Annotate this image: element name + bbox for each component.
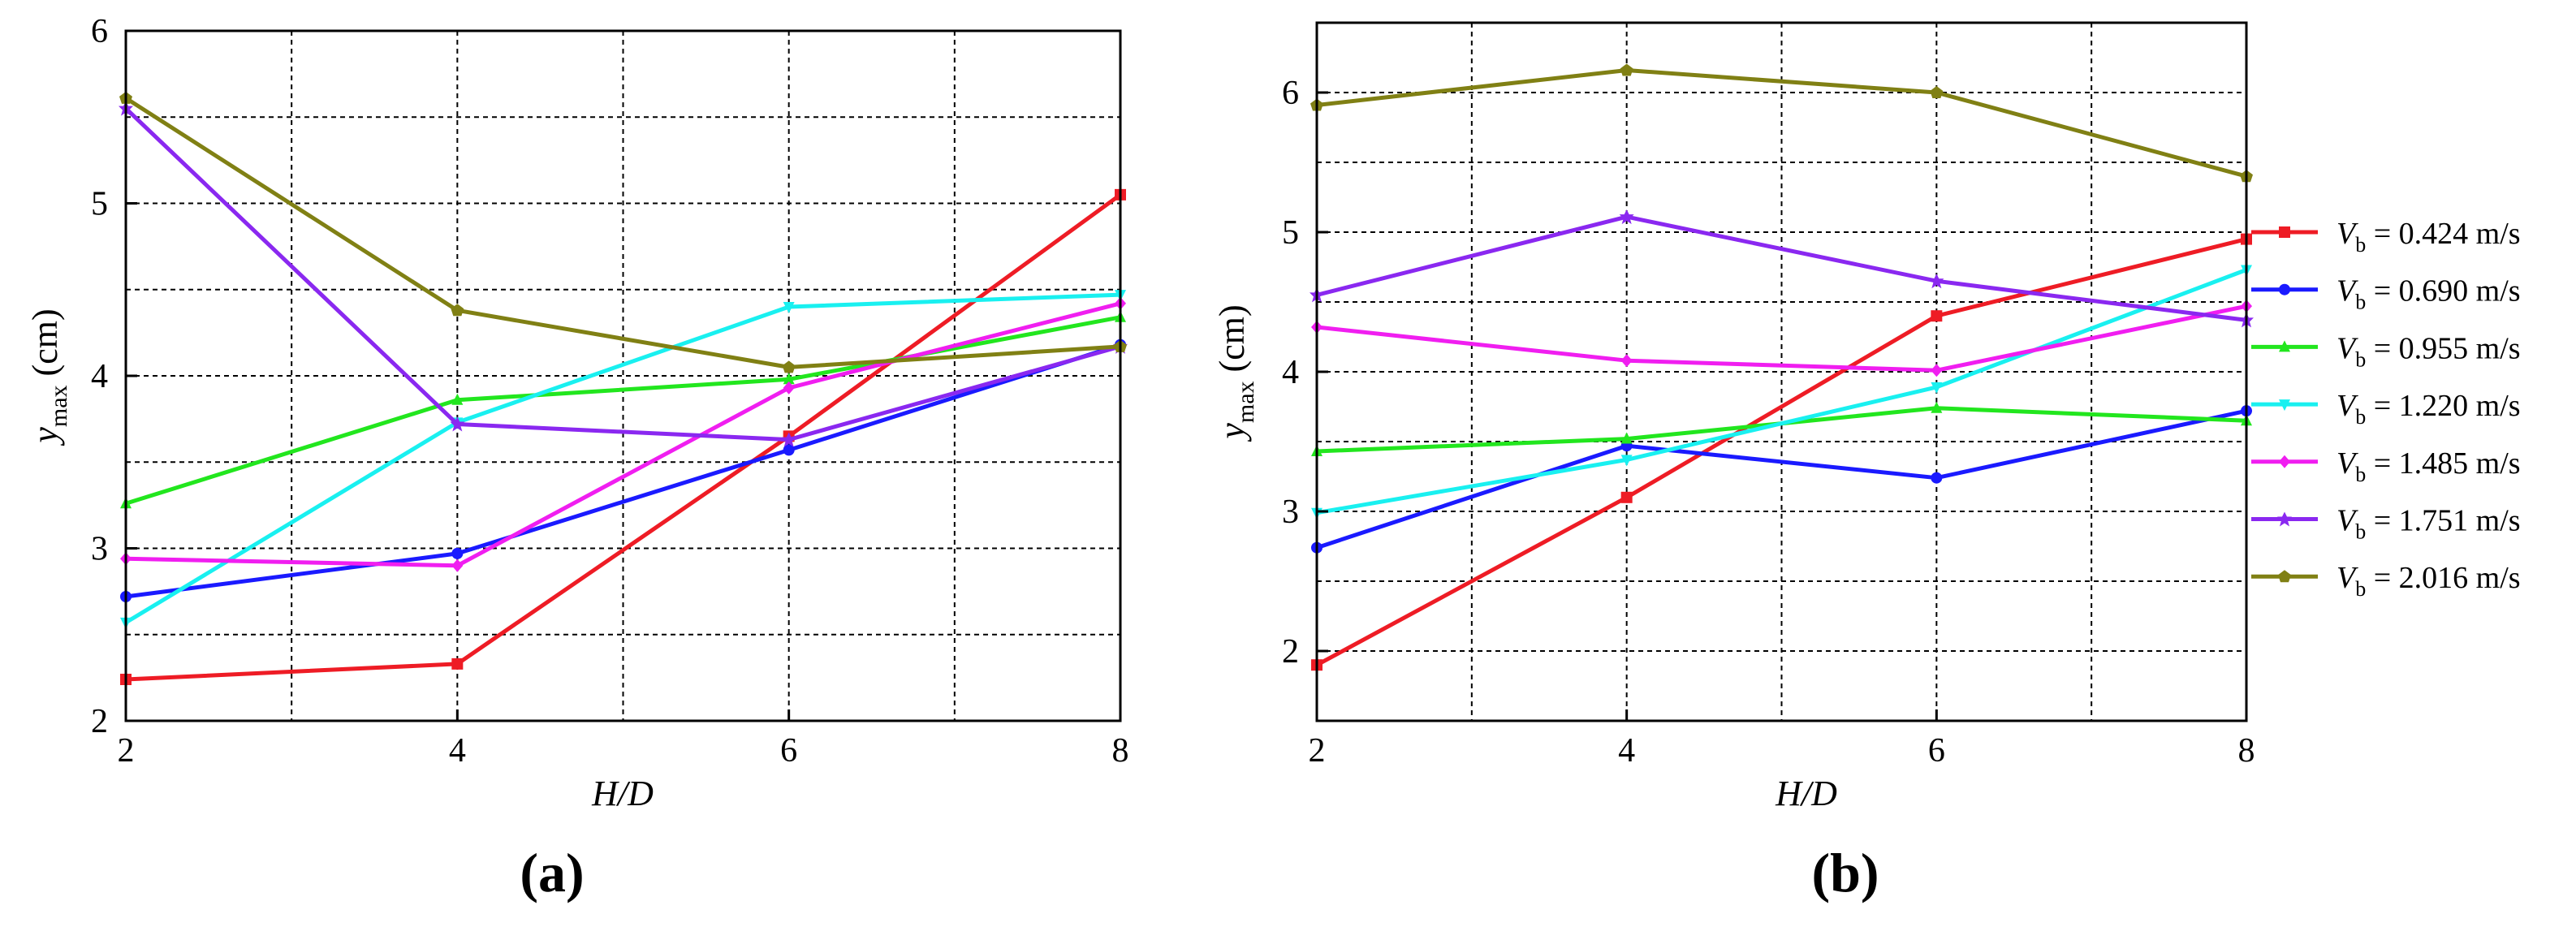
panel-b-series-1-point [1931, 310, 1943, 322]
panel-a-series-5-point [783, 381, 795, 395]
panel-b-xtick-label: 2 [1309, 732, 1326, 770]
panel-a: 2 4 6 8 2 3 4 5 6 H/D ymax (cm) (a) [25, 13, 1129, 903]
panel-b-series [1310, 63, 2254, 671]
panel-b-series-7-point [1620, 63, 1633, 76]
panel-a-ytick-label: 2 [91, 703, 108, 740]
panel-a-series [119, 91, 1128, 685]
panel-a-ticks: 2 4 6 8 2 3 4 5 6 [91, 13, 1129, 770]
panel-b-ytick-label: 5 [1282, 214, 1299, 252]
panel-a-ytick-label: 4 [91, 358, 108, 395]
panel-a-series-6-point [781, 432, 796, 447]
legend-marker-1 [2279, 226, 2290, 238]
panel-a-series-1-point [451, 658, 464, 670]
panel-b-series-line-7 [1316, 68, 2247, 179]
panel-a-xlabel: H/D [591, 774, 654, 813]
panel-b-series-2-point [1931, 472, 1943, 484]
panel-b-xlabel: H/D [1775, 774, 1837, 813]
legend-label-5: Vb = 1.485 m/s [2337, 446, 2521, 486]
panel-b-legend: Vb = 0.424 m/s Vb = 0.690 m/s Vb = 0.955 m… [2251, 217, 2521, 601]
panel-b-series-5-point [1620, 354, 1633, 368]
panel-a-series-line-3 [125, 315, 1121, 506]
panel-a-series-5-point [451, 558, 464, 572]
panel-b-series-4-point [1931, 382, 1943, 394]
panel-a-series-3-point [783, 373, 795, 385]
panel-a-series-7-point [782, 360, 796, 373]
panel-b-series-6-point [1619, 209, 1634, 225]
panel-a-ytick-label: 3 [91, 531, 108, 568]
panel-b-ytick-label: 3 [1282, 494, 1299, 531]
panel-a-series-6-point [450, 416, 465, 432]
legend-marker-7 [2278, 570, 2291, 583]
panel-b-xtick-label: 8 [2238, 732, 2255, 770]
panel-b-series-1-point [1620, 491, 1633, 503]
legend-marker-4 [2279, 399, 2290, 412]
panel-a-series-line-7 [124, 96, 1121, 369]
panel-a-xtick-label: 6 [780, 732, 797, 770]
panel-b-ytick-label: 2 [1282, 633, 1299, 670]
panel-a-xtick-label: 2 [118, 732, 135, 770]
panel-a-ytick-label: 6 [91, 13, 108, 50]
legend-label-6: Vb = 1.751 m/s [2337, 504, 2521, 544]
legend-label-2: Vb = 0.690 m/s [2337, 274, 2521, 314]
panel-a-xtick-label: 8 [1112, 732, 1129, 770]
panel-a-series-line-1 [125, 192, 1122, 682]
panel-b-ticks: 2 4 6 8 2 3 4 5 6 [1282, 75, 2255, 770]
panel-a-series-line-5 [125, 301, 1121, 568]
panel-a-series-line-2 [125, 343, 1121, 599]
panel-b-series-line-5 [1316, 304, 2247, 373]
legend-marker-6 [2277, 511, 2292, 527]
panel-b-series-line-6 [1316, 214, 2247, 322]
panel-a-series-line-6 [124, 106, 1121, 442]
panel-b-series-line-4 [1316, 268, 2247, 515]
panel-a-grid [126, 31, 1120, 721]
panel-a-plot-frame [124, 29, 1122, 722]
panel-b-ylabel: ymax (cm) [1212, 304, 1259, 442]
panel-b-series-3-point [1931, 401, 1943, 413]
panel-b: 2 4 6 8 2 3 4 5 6 H/D ymax (cm) (b) Vb = 0.424 m… [1212, 21, 2521, 903]
panel-b-series-6-point [1929, 274, 1944, 289]
panel-b-series-4-point [1620, 455, 1633, 467]
panel-b-series-line-1 [1315, 237, 2247, 667]
panel-b-series-line-2 [1316, 408, 2247, 550]
panel-b-label: (b) [1811, 842, 1879, 903]
panel-b-grid [1317, 23, 2246, 721]
panel-a-ylabel: ymax (cm) [25, 308, 72, 446]
panel-b-xtick-label: 6 [1928, 732, 1945, 770]
legend-marker-2 [2279, 283, 2290, 295]
panel-b-series-5-point [1931, 364, 1943, 377]
panel-a-series-3-point [451, 393, 464, 405]
panel-a-series-2-point [451, 547, 464, 559]
panel-a-series-2-point [783, 444, 795, 456]
panel-a-series-line-4 [124, 292, 1121, 625]
legend-marker-3 [2279, 340, 2290, 352]
legend-label-1: Vb = 0.424 m/s [2337, 217, 2521, 257]
legend-label-3: Vb = 0.955 m/s [2337, 331, 2521, 371]
legend-label-7: Vb = 2.016 m/s [2337, 561, 2521, 601]
panel-b-ytick-label: 4 [1282, 354, 1299, 391]
panel-b-xtick-label: 4 [1618, 732, 1635, 770]
panel-a-series-4-point [783, 302, 795, 313]
panel-b-series-7-point [1930, 86, 1944, 98]
panel-a-ytick-label: 5 [91, 186, 108, 223]
panel-a-label: (a) [520, 842, 584, 903]
panel-b-series-3-point [1620, 432, 1633, 444]
legend-marker-5 [2279, 455, 2290, 468]
panel-a-xtick-label: 4 [449, 732, 466, 770]
panel-a-series-7-point [451, 304, 464, 317]
legend-label-4: Vb = 1.220 m/s [2337, 389, 2521, 429]
panel-b-ytick-label: 6 [1282, 75, 1299, 112]
panel-b-plot-frame [1315, 21, 2248, 722]
